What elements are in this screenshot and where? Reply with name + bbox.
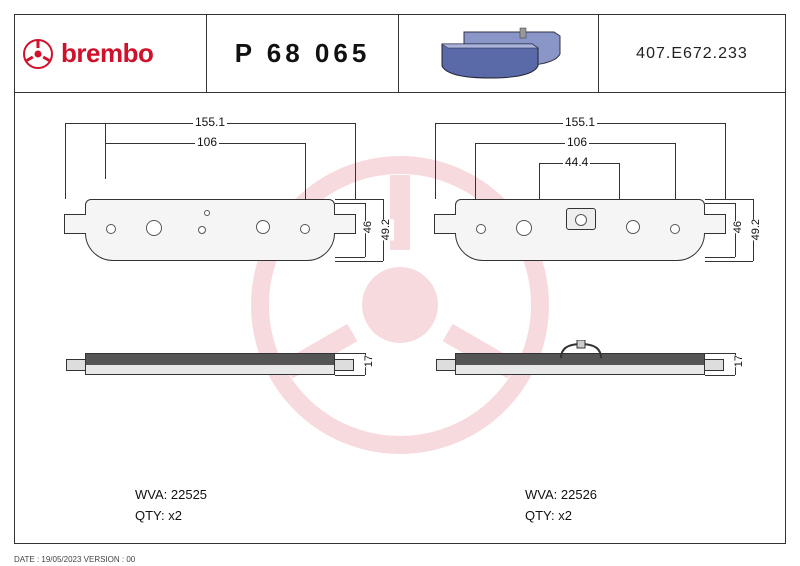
pad-side-left bbox=[85, 353, 335, 375]
header-row: brembo P 68 065 407.E672.233 bbox=[15, 15, 785, 93]
ref-code: 407.E672.233 bbox=[636, 45, 748, 63]
pad-face-right bbox=[455, 199, 705, 261]
qty-label-l: QTY: bbox=[135, 508, 165, 523]
qty-label-r: QTY: bbox=[525, 508, 555, 523]
footer-text: DATE : 19/05/2023 VERSION : 00 bbox=[14, 555, 135, 564]
dim-slot: 44.4 bbox=[563, 155, 590, 169]
brand-text: brembo bbox=[61, 38, 153, 69]
qty-l: x2 bbox=[168, 508, 182, 523]
qty-r: x2 bbox=[558, 508, 572, 523]
wva-label-l: WVA: bbox=[135, 487, 167, 502]
spec-left: WVA: 22525 QTY: x2 bbox=[135, 485, 207, 527]
dim-width-inner-r: 106 bbox=[565, 135, 589, 149]
dim-height-inner: 46 bbox=[360, 221, 376, 233]
drawing-frame: brembo P 68 065 407.E672.233 bbox=[14, 14, 786, 544]
pad-side-right bbox=[455, 353, 705, 375]
ref-code-cell: 407.E672.233 bbox=[599, 15, 785, 92]
dim-width-inner: 106 bbox=[195, 135, 219, 149]
dim-thickness-r: 17 bbox=[731, 355, 747, 367]
product-image-cell bbox=[399, 15, 599, 92]
pad-face-left bbox=[85, 199, 335, 261]
dim-thickness: 17 bbox=[361, 355, 377, 367]
wva-label-r: WVA: bbox=[525, 487, 557, 502]
clip-icon bbox=[556, 340, 606, 360]
part-number-cell: P 68 065 bbox=[207, 15, 399, 92]
spec-right: WVA: 22526 QTY: x2 bbox=[525, 485, 597, 527]
content-area: 155.1 106 46 bbox=[15, 93, 785, 543]
dim-width-total-r: 155.1 bbox=[563, 115, 597, 129]
dim-height-outer: 49.2 bbox=[378, 219, 394, 240]
brand-cell: brembo bbox=[15, 15, 207, 92]
brembo-icon bbox=[23, 39, 53, 69]
dim-height-outer-r: 49.2 bbox=[748, 219, 764, 240]
dim-height-inner-r: 46 bbox=[730, 221, 746, 233]
dim-width-total: 155.1 bbox=[193, 115, 227, 129]
brembo-logo: brembo bbox=[23, 38, 153, 69]
pad-3d-icon bbox=[424, 24, 574, 84]
wva-r: 22526 bbox=[561, 487, 597, 502]
part-number: P 68 065 bbox=[235, 38, 371, 69]
wva-l: 22525 bbox=[171, 487, 207, 502]
